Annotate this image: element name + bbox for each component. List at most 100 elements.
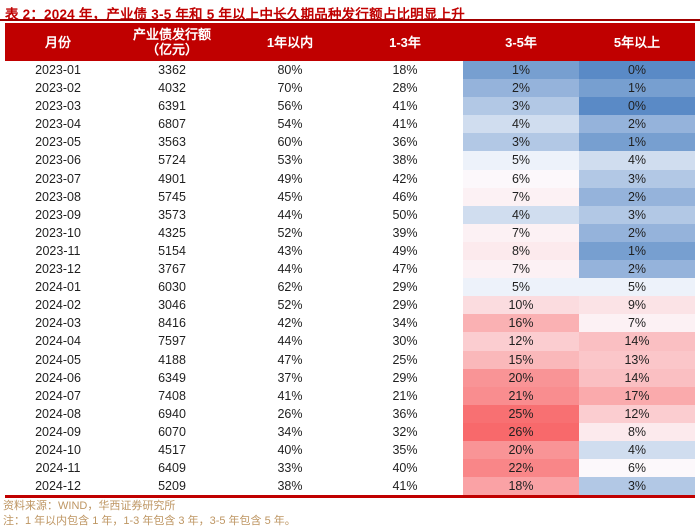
table-cell: 7% — [463, 260, 579, 279]
table-cell: 54% — [277, 117, 303, 132]
table-cell: 32% — [392, 424, 418, 439]
table-cell: 2023-08 — [35, 189, 81, 204]
table-cell: 4325 — [158, 225, 186, 240]
table-cell: 2023-07 — [35, 171, 81, 186]
header-cell-line: 月份 — [44, 34, 71, 50]
table-cell: 3% — [579, 205, 695, 224]
table-cell: 39% — [392, 225, 418, 240]
table-cell: 2% — [579, 187, 695, 206]
table-body: 2023-01 3362 80% 18% 1% 0% 2023-02 4032 70% 28% 2%… — [5, 61, 695, 496]
table-cell: 40% — [392, 461, 418, 476]
table-cell: 7% — [463, 223, 579, 242]
table-cell: 34% — [392, 316, 418, 331]
table-row: 2023-02 4032 70% 28% 2% 1% — [5, 79, 695, 98]
source-text: 资料来源：WIND，华西证券研究所 — [3, 500, 176, 512]
table-cell: 6070 — [158, 424, 186, 439]
table-cell: 6807 — [158, 117, 186, 132]
table-cell: 6% — [463, 169, 579, 188]
table-cell: 3% — [579, 169, 695, 188]
table-cell: 4% — [579, 440, 695, 460]
table-cell: 29% — [392, 298, 418, 313]
table-cell: 70% — [277, 81, 303, 96]
table-row: 2023-07 4901 49% 42% 6% 3% — [5, 169, 695, 188]
table-cell: 2024-11 — [35, 461, 81, 476]
table-cell: 46% — [392, 189, 418, 204]
table-cell: 49% — [277, 171, 303, 186]
table-cell: 8% — [579, 422, 695, 441]
table-row: 2023-09 3573 44% 50% 4% 3% — [5, 205, 695, 224]
table-cell: 47% — [277, 352, 303, 367]
table-cell: 2023-10 — [35, 225, 81, 240]
table-cell: 2024-06 — [35, 370, 81, 385]
table-cell: 1% — [579, 241, 695, 261]
table-cell: 7597 — [158, 334, 186, 349]
table-cell: 4% — [579, 151, 695, 170]
table-row: 2023-05 3563 60% 36% 3% 1% — [5, 133, 695, 152]
table-cell: 2024-07 — [35, 388, 81, 403]
header-cell-3: 1-3年 — [347, 23, 463, 61]
table-cell: 6409 — [158, 461, 186, 476]
table-cell: 4% — [463, 205, 579, 224]
table-cell: 2023-05 — [35, 135, 81, 150]
table-cell: 8% — [463, 241, 579, 261]
table-cell: 2023-04 — [35, 117, 81, 132]
table-cell: 3% — [463, 97, 579, 116]
table-cell: 8416 — [158, 316, 186, 331]
table-title: 表 2：2024 年，产业债 3-5 年和 5 年以上中长久期品种发行额占比明显… — [5, 7, 465, 22]
table-cell: 20% — [463, 440, 579, 460]
table-cell: 25% — [463, 404, 579, 423]
header-cell-line: （亿元） — [145, 42, 198, 57]
table-cell: 49% — [392, 243, 418, 258]
table-cell: 2023-11 — [35, 243, 81, 258]
table-cell: 7408 — [158, 388, 186, 403]
table-cell: 45% — [277, 189, 303, 204]
table-cell: 7% — [463, 187, 579, 206]
table-cell: 5% — [579, 278, 695, 297]
table-cell: 6% — [579, 459, 695, 478]
table-cell: 38% — [392, 153, 418, 168]
table-cell: 33% — [277, 461, 303, 476]
table-cell: 4% — [463, 115, 579, 134]
table-cell: 5724 — [158, 153, 186, 168]
table-cell: 2024-08 — [35, 406, 81, 421]
table-row: 2024-01 6030 62% 29% 5% 5% — [5, 278, 695, 297]
table-cell: 5209 — [158, 479, 186, 494]
table-cell: 52% — [277, 298, 303, 313]
table-cell: 60% — [277, 135, 303, 150]
header-cell-line: 5年以上 — [613, 34, 661, 50]
table-row: 2023-01 3362 80% 18% 1% 0% — [5, 61, 695, 80]
table-cell: 14% — [579, 332, 695, 351]
table-row: 2023-04 6807 54% 41% 4% 2% — [5, 115, 695, 134]
bond-issuance-table: 月份 产业债发行额 （亿元） 1年以内 1-3年 3-5年 5年以上 2023-01 3362… — [5, 23, 695, 499]
table-footer: 资料来源：WIND，华西证券研究所 注：1 年以内包含 1 年，1-3 年包含 … — [3, 499, 296, 529]
table-cell: 36% — [392, 135, 418, 150]
table-cell: 2024-01 — [35, 280, 81, 295]
table-cell: 3046 — [158, 298, 186, 313]
table-cell: 47% — [392, 262, 418, 277]
table-cell: 26% — [277, 406, 303, 421]
table-cell: 37% — [277, 370, 303, 385]
table-cell: 44% — [277, 207, 303, 222]
table-row: 2024-09 6070 34% 32% 26% 8% — [5, 422, 695, 441]
table-cell: 6940 — [158, 406, 186, 421]
table-row: 2024-11 6409 33% 40% 22% 6% — [5, 459, 695, 478]
title-divider — [0, 19, 700, 21]
table-cell: 2024-02 — [35, 298, 81, 313]
table-cell: 18% — [463, 477, 579, 496]
header-cell-4: 3-5年 — [463, 23, 579, 61]
table-cell: 4188 — [158, 352, 186, 367]
table-cell: 9% — [579, 296, 695, 315]
table-cell: 3% — [463, 133, 579, 152]
header-cell-5: 5年以上 — [579, 23, 695, 61]
table-cell: 42% — [392, 171, 418, 186]
table-cell: 1% — [579, 133, 695, 152]
table-cell: 17% — [579, 386, 695, 405]
table-cell: 3767 — [158, 262, 186, 277]
table-cell: 0% — [579, 61, 695, 80]
table-cell: 6030 — [158, 280, 186, 295]
table-cell: 36% — [392, 406, 418, 421]
table-row: 2024-07 7408 41% 21% 21% 17% — [5, 386, 695, 405]
table-cell: 26% — [463, 422, 579, 441]
table-cell: 80% — [277, 63, 303, 77]
